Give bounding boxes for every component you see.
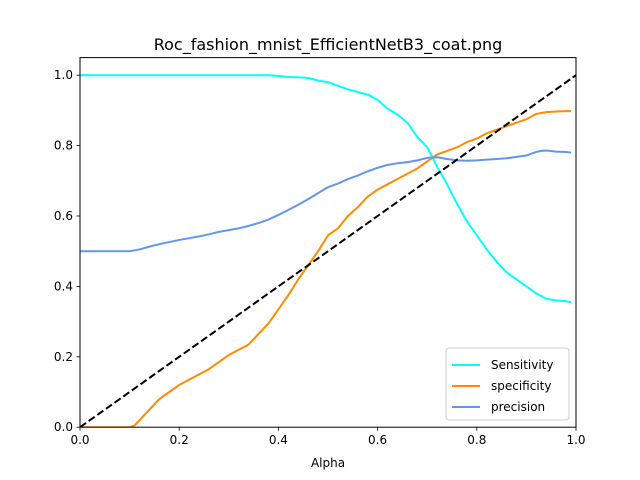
series-line-sensitivity (80, 74, 572, 304)
diagonal-reference-line (80, 74, 576, 428)
y-axis: 0.0 0.2 0.4 0.6 0.8 1.0 (54, 68, 80, 434)
y-tick-label: 0.0 (54, 420, 73, 434)
y-tick-label: 0.6 (54, 209, 73, 223)
series-line-precision (80, 149, 572, 253)
y-tick-label: 0.2 (54, 350, 73, 364)
plot-frame (79, 57, 577, 428)
legend-label-specificity: specificity (491, 379, 551, 393)
legend-label-sensitivity: Sensitivity (491, 358, 553, 372)
x-tick-label: 0.8 (467, 433, 486, 447)
legend: Sensitivity specificity precision (445, 347, 570, 421)
series-group (80, 74, 576, 428)
chart-title: Roc_fashion_mnist_EfficientNetB3_coat.pn… (154, 35, 503, 55)
y-tick-label: 0.4 (54, 279, 73, 293)
x-axis: 0.0 0.2 0.4 0.6 0.8 1.0 (70, 427, 586, 447)
x-tick-label: 0.0 (70, 433, 89, 447)
x-tick-label: 0.6 (368, 433, 387, 447)
x-tick-label: 0.2 (170, 433, 189, 447)
x-axis-label: Alpha (311, 456, 345, 470)
series-line-specificity (80, 110, 572, 428)
x-tick-label: 0.4 (269, 433, 288, 447)
y-tick-label: 0.8 (54, 139, 73, 153)
y-tick-label: 1.0 (54, 68, 73, 82)
legend-label-precision: precision (491, 400, 545, 414)
x-tick-label: 1.0 (566, 433, 585, 447)
